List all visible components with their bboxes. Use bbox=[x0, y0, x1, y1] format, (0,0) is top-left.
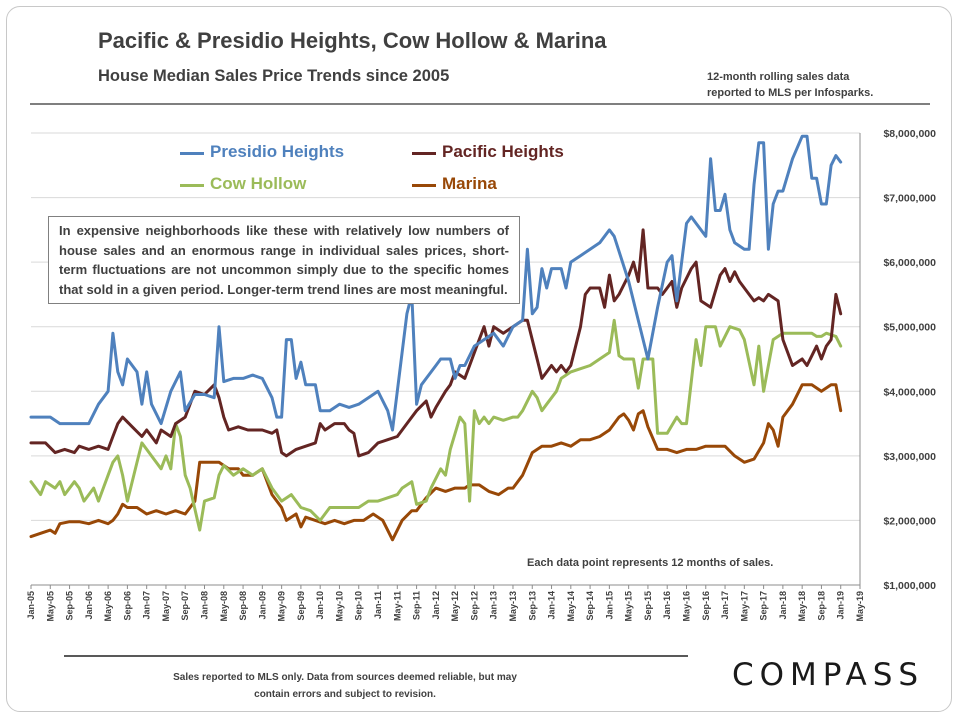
annotation-box: In expensive neighborhoods like these wi… bbox=[48, 216, 520, 304]
x-tick-label: Jan-19 bbox=[836, 591, 846, 620]
x-tick-label: Sep-16 bbox=[701, 591, 711, 621]
x-tick-label: May-10 bbox=[334, 591, 344, 622]
y-tick-label: $6,000,000 bbox=[883, 257, 936, 269]
footer-divider bbox=[64, 655, 688, 657]
x-tick-label: May-12 bbox=[450, 591, 460, 622]
x-tick-label: Sep-17 bbox=[759, 591, 769, 621]
x-tick-label: May-13 bbox=[508, 591, 518, 622]
x-tick-label: Jan-05 bbox=[26, 591, 36, 620]
y-tick-label: $5,000,000 bbox=[883, 322, 936, 334]
legend-label-marina: Marina bbox=[442, 174, 497, 193]
x-tick-label: May-18 bbox=[797, 591, 807, 622]
x-tick-label: Sep-09 bbox=[296, 591, 306, 621]
x-tick-label: Jan-10 bbox=[315, 591, 325, 620]
x-tick-label: Sep-06 bbox=[122, 591, 132, 621]
x-tick-label: May-05 bbox=[45, 591, 55, 622]
x-tick-label: May-19 bbox=[855, 591, 865, 622]
slide-frame bbox=[6, 6, 952, 712]
x-tick-label: Jan-07 bbox=[142, 591, 152, 620]
x-tick-label: May-15 bbox=[624, 591, 634, 622]
x-tick-label: Jan-09 bbox=[257, 591, 267, 620]
y-tick-label: $2,000,000 bbox=[883, 515, 936, 527]
y-tick-label: $8,000,000 bbox=[883, 128, 936, 140]
x-tick-label: Sep-07 bbox=[180, 591, 190, 621]
x-tick-label: May-11 bbox=[392, 591, 402, 621]
x-tick-label: May-07 bbox=[161, 591, 171, 622]
x-tick-label: Jan-17 bbox=[720, 591, 730, 620]
legend-swatch-cow-hollow bbox=[180, 184, 204, 187]
page-title: Pacific & Presidio Heights, Cow Hollow &… bbox=[98, 28, 607, 53]
x-tick-label: May-17 bbox=[739, 591, 749, 622]
title-divider bbox=[30, 103, 930, 105]
x-tick-label: May-16 bbox=[681, 591, 691, 622]
x-tick-label: Sep-10 bbox=[354, 591, 364, 621]
legend-label-cow-hollow: Cow Hollow bbox=[210, 174, 307, 193]
legend-label-pacific: Pacific Heights bbox=[442, 142, 564, 161]
legend-swatch-presidio bbox=[180, 152, 204, 155]
x-tick-label: Sep-08 bbox=[238, 591, 248, 621]
x-tick-label: Jan-08 bbox=[200, 591, 210, 620]
x-tick-label: Sep-05 bbox=[65, 591, 75, 621]
x-tick-label: Sep-12 bbox=[469, 591, 479, 621]
disclaimer-line2: contain errors and subject to revision. bbox=[254, 689, 436, 700]
x-tick-label: Sep-14 bbox=[585, 591, 595, 621]
y-tick-label: $4,000,000 bbox=[883, 386, 936, 398]
x-tick-label: Jan-18 bbox=[778, 591, 788, 620]
x-tick-label: May-06 bbox=[103, 591, 113, 622]
y-tick-label: $7,000,000 bbox=[883, 193, 936, 205]
x-tick-label: Sep-13 bbox=[527, 591, 537, 621]
disclaimer: Sales reported to MLS only. Data from so… bbox=[150, 669, 540, 703]
x-tick-label: Sep-15 bbox=[643, 591, 653, 621]
x-tick-label: Jan-16 bbox=[662, 591, 672, 620]
disclaimer-line1: Sales reported to MLS only. Data from so… bbox=[173, 672, 517, 683]
legend-pacific-heights: Pacific Heights bbox=[442, 142, 564, 162]
series-line-presidio-heights bbox=[29, 134, 843, 432]
source-note-line2: reported to MLS per Infosparks. bbox=[707, 87, 874, 99]
x-tick-label: Sep-18 bbox=[816, 591, 826, 621]
x-tick-label: Jan-06 bbox=[84, 591, 94, 620]
series-line-marina bbox=[29, 383, 843, 542]
source-note-line1: 12-month rolling sales data bbox=[707, 71, 850, 83]
x-tick-label: Jan-15 bbox=[604, 591, 614, 620]
x-tick-label: Jan-13 bbox=[489, 591, 499, 620]
series-line-pacific-heights bbox=[29, 228, 843, 458]
source-note: 12-month rolling sales data reported to … bbox=[707, 69, 927, 101]
data-point-note: Each data point represents 12 months of … bbox=[527, 557, 774, 569]
y-tick-label: $1,000,000 bbox=[883, 580, 936, 592]
legend-presidio-heights: Presidio Heights bbox=[210, 142, 344, 162]
legend-cow-hollow: Cow Hollow bbox=[210, 174, 306, 194]
x-tick-label: Jan-14 bbox=[547, 591, 557, 620]
x-tick-label: Sep-11 bbox=[412, 591, 422, 620]
x-tick-label: Jan-12 bbox=[431, 591, 441, 620]
legend-marina: Marina bbox=[442, 174, 497, 194]
series-line-cow-hollow bbox=[29, 318, 843, 532]
legend-swatch-marina bbox=[412, 184, 436, 187]
compass-logo: COMPASS bbox=[732, 657, 925, 693]
x-tick-label: May-14 bbox=[566, 591, 576, 622]
legend-swatch-pacific bbox=[412, 152, 436, 155]
page-subtitle: House Median Sales Price Trends since 20… bbox=[98, 67, 450, 85]
x-tick-label: May-08 bbox=[219, 591, 229, 622]
y-tick-label: $3,000,000 bbox=[883, 451, 936, 463]
x-tick-label: Jan-11 bbox=[373, 591, 383, 619]
legend-label-presidio: Presidio Heights bbox=[210, 142, 345, 161]
x-tick-label: May-09 bbox=[277, 591, 287, 622]
